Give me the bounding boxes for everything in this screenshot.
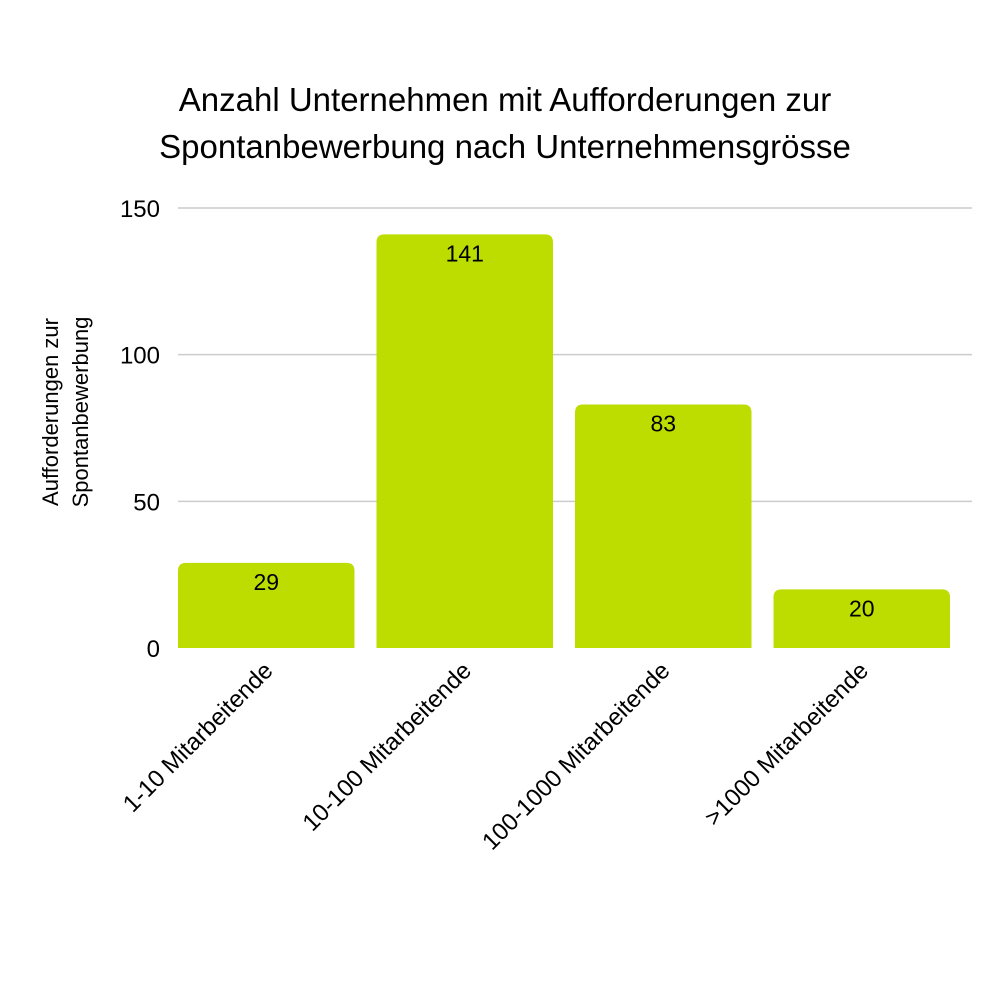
y-axis-title-line-1: Aufforderungen zur [38,318,63,506]
bar-2 [376,234,553,648]
y-axis-title-line-2: Spontanbewerbung [68,317,93,508]
x-axis-category-labels: 1-10 Mitarbeitende 10-100 Mitarbeitende 10… [118,657,874,855]
y-tick-label: 50 [133,489,160,516]
data-label: 83 [650,411,676,437]
y-axis-ticks: 0 50 100 150 [120,196,160,663]
x-category-label: 100-1000 Mitarbeitende [477,657,675,855]
chart-title-line-1: Anzahl Unternehmen mit Aufforderungen zu… [179,81,831,118]
data-label: 29 [253,569,279,595]
y-axis-title: Aufforderungen zur Spontanbewerbung [38,317,93,508]
y-tick-label: 100 [120,343,160,370]
y-tick-label: 150 [120,196,160,223]
x-category-label: 10-100 Mitarbeitende [298,657,477,836]
x-category-label: 1-10 Mitarbeitende [118,657,279,818]
y-tick-label: 0 [147,636,160,663]
data-labels: 29 141 83 20 [253,240,874,621]
bar-4 [773,589,950,648]
data-label: 20 [849,595,875,621]
x-category-label: >1000 Mitarbeitende [700,657,874,831]
bar-3 [575,404,752,648]
chart-title-line-2: Spontanbewerbung nach Unternehmensgrösse [159,128,851,165]
bar-1 [178,562,355,648]
data-label: 141 [446,240,484,266]
bars [178,234,950,648]
